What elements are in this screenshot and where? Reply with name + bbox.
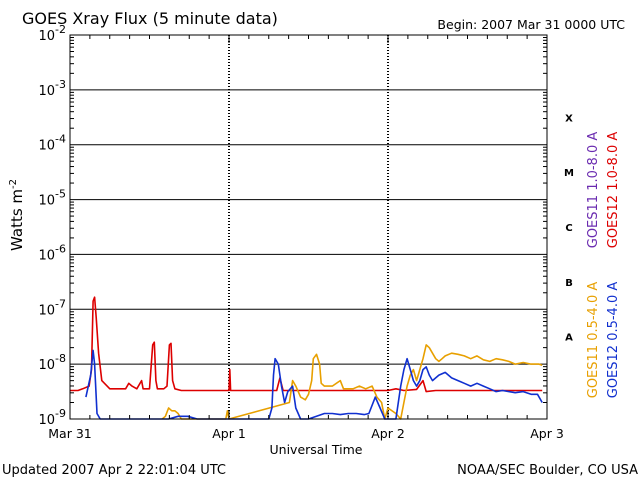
source-credit: NOAA/SEC Boulder, CO USA — [457, 463, 638, 478]
y-tick-label: 10-2 — [38, 23, 66, 44]
y-axis-label-text: Watts m — [8, 189, 26, 251]
y-tick-label: 10-4 — [38, 133, 66, 154]
y-axis-ticks: 10-2 10-3 10-4 10-5 10-6 10-7 10-8 10-9 — [38, 23, 547, 428]
series-line-3 — [85, 349, 543, 420]
flare-class-label: B — [565, 278, 573, 289]
y-tick-label: 10-6 — [38, 242, 66, 263]
series-line-2 — [161, 344, 543, 420]
series-line-1 — [70, 296, 543, 393]
series-layer — [70, 296, 543, 420]
y-tick-label: 10-9 — [38, 407, 66, 428]
legend-entry: GOES12 1.0-8.0 A — [606, 132, 621, 249]
flare-class-labels: X M C B A — [564, 113, 574, 343]
x-tick-label: Apr 2 — [371, 426, 405, 441]
y-axis-label-exponent: -2 — [8, 179, 19, 189]
y-tick-label: 10-8 — [38, 352, 66, 373]
y-tick-label: 10-3 — [38, 78, 66, 99]
grid-layer — [70, 35, 547, 419]
x-tick-label: Mar 31 — [48, 426, 91, 441]
legend-entry: GOES11 1.0-8.0 A — [586, 132, 601, 249]
x-axis-label: Universal Time — [270, 442, 363, 457]
flare-class-label: A — [565, 333, 573, 344]
x-axis-ticks: Mar 31 Apr 1 Apr 2 Apr 3 — [48, 35, 564, 441]
y-tick-label: 10-7 — [38, 297, 66, 318]
flare-class-label: C — [565, 223, 572, 234]
begin-label: Begin: 2007 Mar 31 0000 UTC — [437, 17, 625, 32]
y-tick-label: 10-5 — [38, 188, 66, 209]
x-tick-label: Apr 3 — [530, 426, 564, 441]
x-tick-label: Apr 1 — [212, 426, 246, 441]
legend-entry: GOES12 0.5-4.0 A — [606, 282, 621, 399]
flare-class-label: X — [565, 113, 573, 124]
legend: GOES11 1.0-8.0 A GOES12 1.0-8.0 A GOES11 0… — [586, 132, 621, 399]
chart-title: GOES Xray Flux (5 minute data) — [22, 9, 278, 28]
y-axis-label: Watts m-2 — [8, 179, 26, 251]
updated-timestamp: Updated 2007 Apr 2 22:01:04 UTC — [2, 463, 226, 478]
flare-class-label: M — [564, 168, 574, 179]
legend-entry: GOES11 0.5-4.0 A — [586, 282, 601, 399]
